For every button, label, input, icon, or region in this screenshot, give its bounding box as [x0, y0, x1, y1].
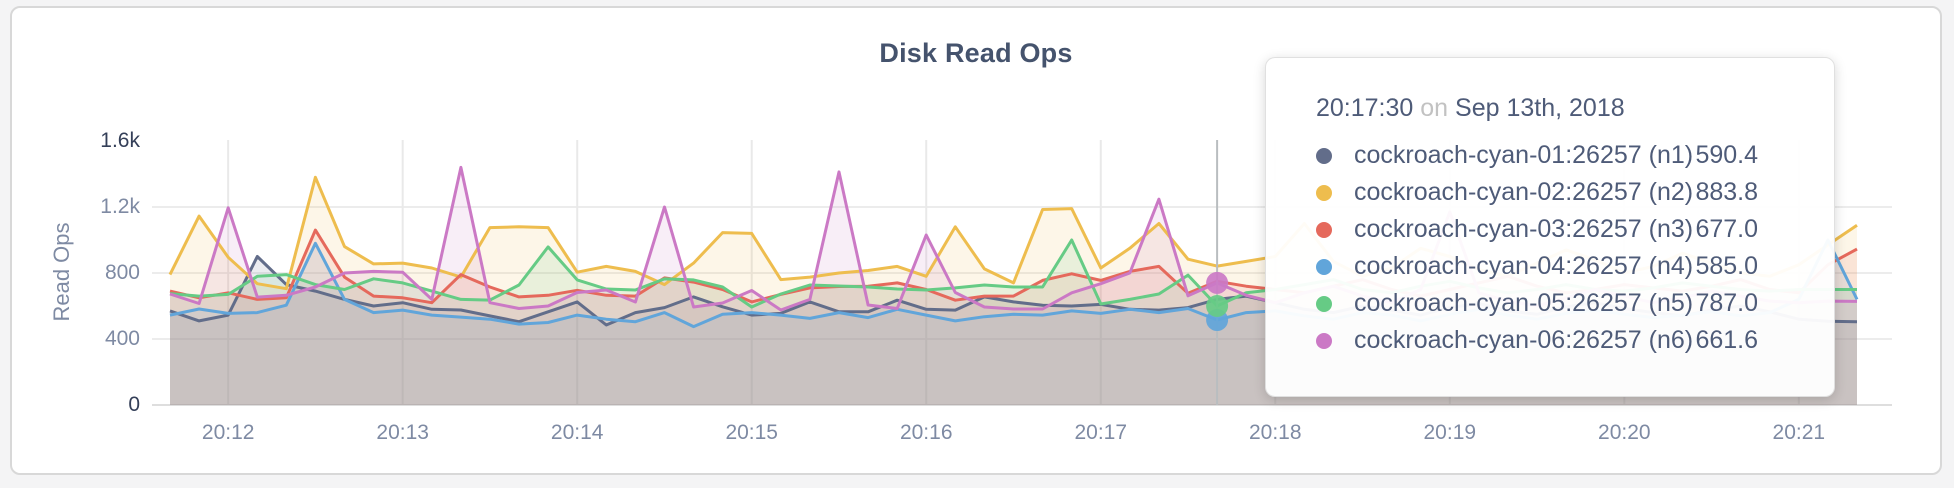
- tooltip-date: Sep 13th, 2018: [1455, 94, 1625, 122]
- tooltip-series-value: 661.6: [1695, 326, 1758, 354]
- x-tick-20:18: 20:18: [1248, 421, 1302, 444]
- tooltip-time: 20:17:30: [1316, 94, 1414, 122]
- tooltip-series-label: cockroach-cyan-02:26257 (n2): [1354, 178, 1694, 206]
- tooltip-timestamp: 20:17:30 on Sep 13th, 2018: [1316, 94, 1834, 123]
- series-color-dot-n3: [1316, 221, 1332, 238]
- tooltip-series-row: cockroach-cyan-06:26257 (n6) 661.6: [1316, 322, 1806, 359]
- hover-point-n6: [1206, 271, 1229, 294]
- x-tick-20:12: 20:12: [201, 421, 255, 444]
- tooltip-series-value: 585.0: [1695, 252, 1758, 280]
- x-tick-20:21: 20:21: [1772, 421, 1826, 444]
- series-color-dot-n4: [1316, 258, 1332, 275]
- x-tick-20:19: 20:19: [1423, 421, 1477, 444]
- tooltip-series-label: cockroach-cyan-05:26257 (n5): [1354, 289, 1694, 317]
- y-tick-1.2k: 1.2k: [100, 195, 140, 218]
- hover-point-n5: [1206, 295, 1229, 317]
- hover-tooltip: 20:17:30 on Sep 13th, 2018 cockroach-cya…: [1265, 57, 1835, 397]
- series-color-dot-n1: [1316, 147, 1332, 164]
- x-tick-20:13: 20:13: [376, 421, 429, 444]
- x-tick-20:16: 20:16: [899, 421, 953, 444]
- y-tick-400: 400: [104, 327, 140, 350]
- y-tick-800: 800: [104, 261, 140, 284]
- tooltip-series-label: cockroach-cyan-04:26257 (n4): [1354, 252, 1694, 280]
- y-tick-1.6k: 1.6k: [100, 129, 140, 152]
- series-color-dot-n5: [1316, 295, 1332, 312]
- tooltip-series-label: cockroach-cyan-03:26257 (n3): [1354, 215, 1694, 243]
- tooltip-conjunction: on: [1420, 94, 1449, 122]
- tooltip-series-value: 590.4: [1695, 141, 1758, 169]
- tooltip-series-value: 787.0: [1695, 289, 1758, 317]
- x-tick-20:15: 20:15: [725, 421, 778, 444]
- tooltip-series-list: cockroach-cyan-01:26257 (n1) 590.4 cockroa…: [1316, 137, 1834, 359]
- tooltip-series-value: 883.8: [1695, 178, 1758, 206]
- tooltip-series-row: cockroach-cyan-03:26257 (n3) 677.0: [1316, 211, 1806, 248]
- x-tick-20:17: 20:17: [1074, 421, 1128, 444]
- chart-card: Disk Read Ops Read Ops 0 400 800 1.2k 1.6k 20…: [10, 6, 1942, 475]
- y-tick-0: 0: [128, 393, 140, 416]
- tooltip-series-row: cockroach-cyan-02:26257 (n2) 883.8: [1316, 174, 1806, 211]
- tooltip-series-row: cockroach-cyan-05:26257 (n5) 787.0: [1316, 285, 1806, 322]
- series-color-dot-n6: [1316, 332, 1332, 349]
- x-tick-20:20: 20:20: [1598, 421, 1651, 444]
- x-tick-20:14: 20:14: [550, 421, 604, 444]
- series-color-dot-n2: [1316, 184, 1332, 201]
- tooltip-series-row: cockroach-cyan-01:26257 (n1) 590.4: [1316, 137, 1806, 174]
- tooltip-series-label: cockroach-cyan-01:26257 (n1): [1354, 141, 1694, 169]
- tooltip-series-label: cockroach-cyan-06:26257 (n6): [1354, 326, 1694, 354]
- chart-title: Disk Read Ops: [879, 38, 1073, 68]
- tooltip-series-row: cockroach-cyan-04:26257 (n4) 585.0: [1316, 248, 1806, 285]
- tooltip-series-value: 677.0: [1695, 215, 1758, 243]
